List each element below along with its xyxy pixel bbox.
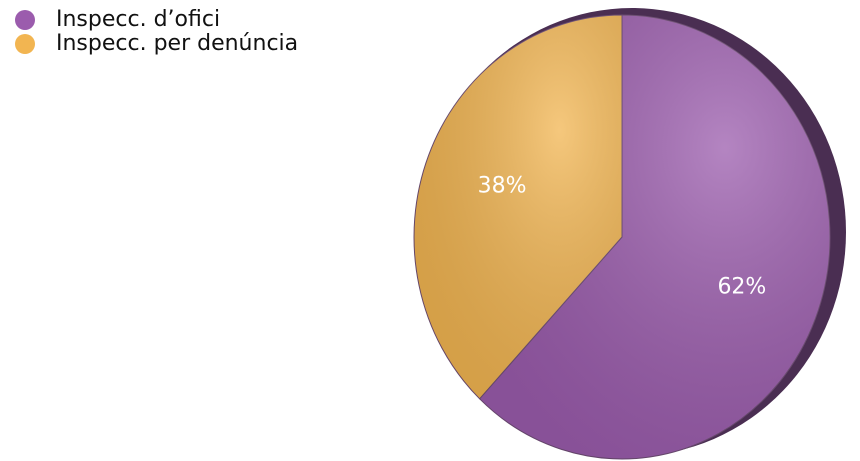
pie: 62% 38%: [413, 14, 831, 460]
value-label: 62%: [717, 275, 766, 300]
legend-swatch: [15, 34, 35, 54]
legend-label: Inspecc. per denúncia: [56, 31, 298, 56]
value-label: 38%: [478, 173, 527, 198]
slice-shine: [414, 15, 622, 399]
legend-swatch: [15, 10, 35, 30]
legend-label: Inspecc. d’ofici: [56, 7, 220, 32]
slice-shine: [479, 15, 831, 459]
